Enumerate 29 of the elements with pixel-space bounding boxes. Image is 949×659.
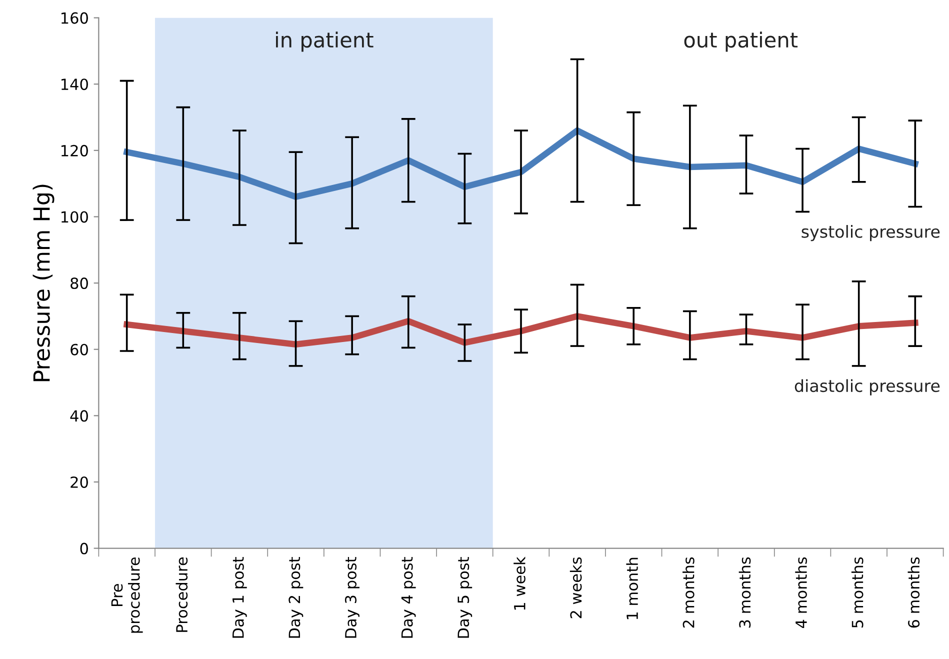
x-tick-label: 2 weeks	[570, 557, 582, 618]
text: diastolic pressure	[794, 379, 940, 396]
band-label: in patient	[276, 32, 374, 52]
y-tick-label: 0	[80, 542, 88, 554]
y-tick-label: 40	[70, 410, 88, 422]
x-tick-label: Day 3 post	[344, 556, 360, 638]
x-tick-label: Day 2 post	[288, 556, 304, 638]
annotation: out patient	[684, 32, 798, 52]
x-tick-label: Day 1 post	[232, 556, 247, 638]
y-tick-label: 140	[61, 78, 88, 90]
y-tick-label: 20	[70, 476, 88, 488]
x-tick-label: 6 months	[908, 557, 920, 628]
x-tick-label: Procedure	[176, 557, 188, 632]
x-tick-label: Pre procedure	[111, 557, 143, 633]
y-tick-label: 80	[70, 278, 88, 290]
x-tick-label: 1 week	[514, 556, 526, 610]
text: systolic pressure	[802, 225, 940, 242]
x-tick-label: 3 months	[738, 557, 751, 628]
y-tick-label: 120	[61, 144, 88, 156]
y-tick-label: 160	[61, 12, 88, 24]
y-tick-label: 60	[70, 344, 88, 356]
y-tick-label: 100	[61, 211, 88, 223]
x-tick-label: Day 4 post	[401, 556, 416, 638]
x-tick-label: 2 months	[682, 557, 694, 628]
x-tick-label: 1 month	[626, 558, 638, 620]
x-tick-label: 4 months	[795, 557, 807, 628]
x-tick-label: Day 5 post	[458, 556, 472, 638]
x-tick-label: 5 months	[851, 557, 864, 628]
y-axis-title: Pressure (mm Hg)	[32, 184, 54, 382]
